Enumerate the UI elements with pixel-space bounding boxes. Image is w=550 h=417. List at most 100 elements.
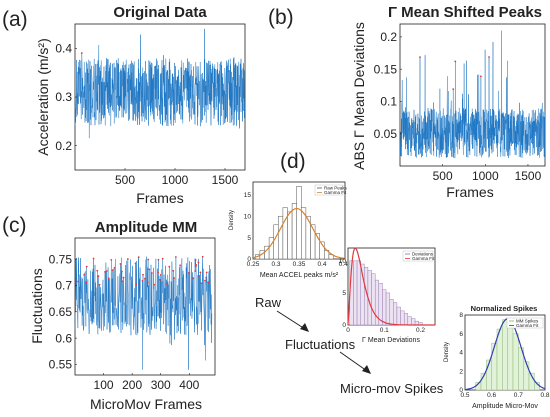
flow-label-fluctuations: Fluctuations	[285, 337, 356, 352]
hist-spikes-legend-fit: Gamma Fit	[516, 323, 539, 328]
panel-c-ytick-label: 0.7	[55, 279, 72, 293]
hist-ytick-label: 0	[342, 322, 346, 329]
hist-ytick-label: 8	[459, 312, 463, 319]
hist-xtick-label: 0.35	[293, 261, 306, 268]
hist-spikes-ticks: 0.5 0.6 0.7 0.8 0 2 4 6 8	[459, 312, 550, 399]
hist-bar	[296, 186, 302, 260]
panel-a-xlabel: Frames	[136, 190, 183, 206]
panel-c-peak-marker	[83, 273, 86, 276]
panel-c-peak-marker	[104, 270, 106, 273]
hist-bar	[291, 203, 297, 260]
hist-spikes-legend	[506, 317, 544, 329]
hist-bar	[310, 224, 316, 260]
panel-b-ticks: 500 1000 1500 0.05 0.1 0.15 0.2	[374, 30, 542, 183]
panel-b-xtick-label: 1000	[472, 169, 499, 183]
hist-bar	[353, 260, 358, 326]
panel-c-peak-marker	[105, 270, 108, 272]
hist-accel-legend-raw: Raw Peaks	[324, 186, 348, 191]
panel-a-ytick-label: 0.2	[55, 139, 72, 153]
panel-c-peak-marker	[148, 268, 151, 271]
panel-c-peak-marker	[142, 273, 144, 276]
panel-a-ytick-label: 0.3	[55, 90, 72, 104]
hist-spikes-bars	[464, 318, 546, 391]
hist-bar	[287, 211, 293, 260]
panel-c-peak-marker	[137, 256, 140, 259]
panel-b-peak-marker	[454, 60, 457, 63]
panel-b-peak-marker	[479, 75, 482, 78]
hist-bar	[278, 215, 284, 260]
hist-bar	[407, 316, 412, 326]
panel-b-xlabel: Frames	[446, 184, 493, 200]
panel-c-peak-marker	[159, 273, 162, 276]
panel-c-ytick-label: 0.65	[49, 305, 73, 319]
panel-c-peak-marker	[168, 265, 171, 268]
panel-c-peak-marker	[92, 257, 95, 260]
hist-bar	[393, 302, 398, 326]
hist-dev-bars	[347, 247, 435, 326]
panel-c-peak-marker	[111, 269, 114, 272]
panel-c-peak-marker	[198, 275, 201, 277]
panel-c-peak-marker	[97, 275, 100, 277]
panel-b-ytick-label: 0.1	[380, 95, 397, 109]
panel-c-peak-marker	[147, 258, 150, 261]
panel-c-peak-marker	[85, 265, 88, 268]
hist-xtick-label: 0.25	[247, 261, 260, 268]
hist-bar	[396, 306, 401, 326]
hist-spikes-legend-mm: MM Spikes	[516, 319, 539, 324]
panel-c-peak-marker	[96, 269, 99, 272]
panel-c-peak-marker	[172, 269, 175, 272]
flow-arrow-1	[276, 310, 306, 330]
panel-b-ylabel: ABS Γ Mean Deviations	[351, 22, 367, 170]
hist-accel-bars	[252, 186, 346, 260]
panel-b-ytick-label: 0.05	[374, 127, 398, 141]
panel-b-peak-marker	[452, 88, 455, 91]
panel-c-peak-marker	[135, 283, 138, 286]
panel-c-ytick-label: 0.6	[55, 331, 72, 345]
panel-a-xtick-label: 500	[115, 173, 135, 187]
hist-bar	[356, 260, 361, 326]
panel-c-peak-marker	[113, 266, 116, 269]
panel-c-peak-marker	[144, 277, 146, 280]
panel-b-xtick-label: 1500	[515, 169, 542, 183]
hist-accel-legend-fit: Gamma Fit	[324, 190, 347, 195]
hist-ytick-label: 0	[459, 387, 463, 394]
panel-c-peak-marker	[157, 258, 160, 261]
panel-a-xtick-label: 1500	[212, 173, 239, 187]
panel-a: (a) Original Data 500 1000 1500 0.2 0.3 0.4 F…	[2, 4, 246, 206]
hist-xtick-label: 0.6	[487, 392, 496, 399]
panel-c-signal-line	[74, 256, 213, 370]
hist-fit-curve	[252, 207, 346, 259]
panel-c-label: (c)	[2, 214, 27, 237]
panel-c-peak-marker	[205, 271, 208, 274]
hist-ytick-label: 0	[247, 256, 251, 263]
panel-b-signal-line	[399, 30, 546, 159]
panel-d-label: (d)	[280, 150, 306, 173]
hist-ytick-label: 10	[244, 213, 252, 220]
panel-a-peak-marker	[80, 52, 83, 54]
panel-c-peak-marker	[134, 262, 137, 265]
panel-c-peak-marker	[119, 262, 122, 265]
panel-c-peak-marker	[207, 281, 210, 284]
panel-c-peak-marker	[200, 282, 203, 285]
panel-b-xtick-label: 500	[433, 169, 453, 183]
hist-dev-legend	[402, 250, 434, 262]
hist-ytick-label: 2	[459, 368, 463, 375]
flow-arrowhead-1	[300, 323, 309, 332]
hist-xtick-label: 0.45	[339, 261, 352, 268]
hist-bar	[389, 299, 394, 326]
hist-ytick-label: 5	[247, 235, 251, 242]
panel-c-peak-marker	[199, 271, 202, 274]
panel-b-ytick-label: 0.2	[380, 30, 397, 44]
panel-c-peak-marker	[141, 280, 144, 282]
panel-a-ticks: 500 1000 1500 0.2 0.3 0.4	[55, 42, 238, 187]
panel-c-ytick-label: 0.75	[49, 252, 73, 266]
hist-xtick-label: 0.2	[416, 327, 425, 334]
hist-xtick-label: 0.3	[271, 261, 280, 268]
panel-c-peak-marker	[194, 270, 197, 272]
hist-xtick-label: 0.8	[540, 392, 549, 399]
hist-accel-legend	[314, 184, 344, 196]
panel-c-peak-marker	[126, 258, 129, 260]
panel-b-peak-marker	[419, 56, 421, 59]
panel-a-xtick-label: 1000	[162, 173, 189, 187]
hist-bar	[411, 318, 416, 326]
